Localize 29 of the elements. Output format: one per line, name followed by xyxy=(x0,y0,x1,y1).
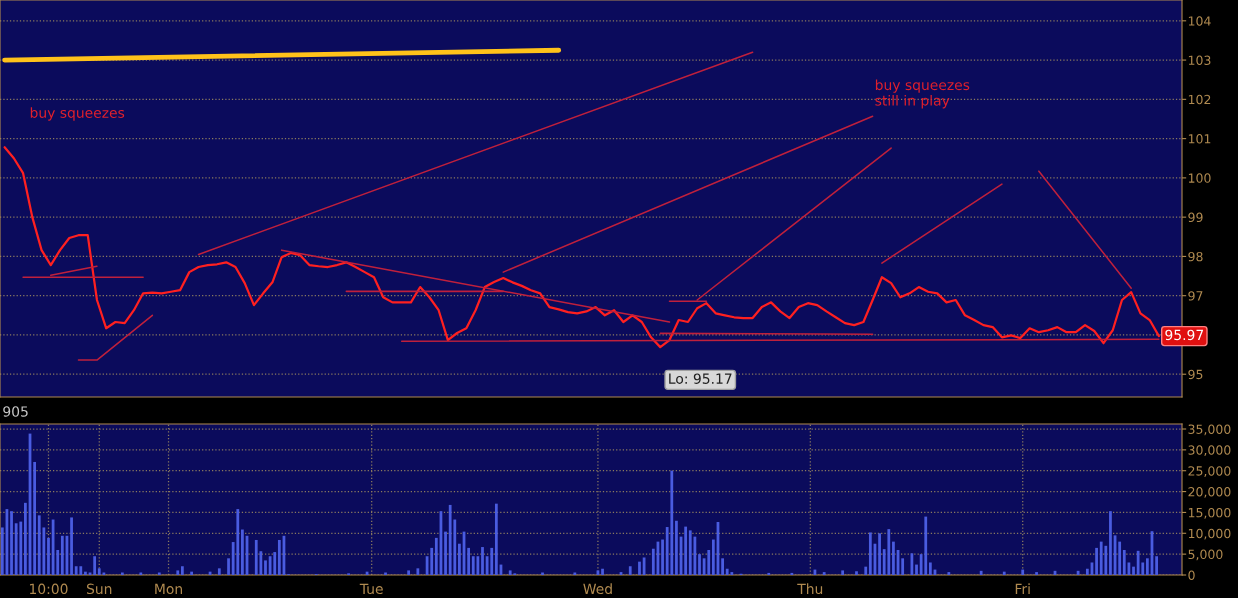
y-tick-label: 102 xyxy=(1188,94,1211,105)
x-tick-label: 10:00 xyxy=(29,583,68,595)
annotation: buy squeezes xyxy=(30,107,125,121)
annotation: Lo: 95.17 xyxy=(669,373,732,384)
y-tick-label: 100 xyxy=(1188,173,1211,183)
x-tick-label: Thu xyxy=(797,583,823,595)
x-tick-label: Mon xyxy=(155,583,182,595)
x-tick-label: Tue xyxy=(359,583,383,595)
y-tick-label: 0 xyxy=(1188,570,1195,580)
annotation: buy squeezes still in play xyxy=(875,79,970,109)
x-tick-label: Wed xyxy=(583,583,612,595)
y-tick-label: 10,000 xyxy=(1188,528,1231,540)
y-tick-label: 95 xyxy=(1188,369,1203,380)
y-tick-label: 30,000 xyxy=(1188,445,1231,457)
y-tick-label: 35,000 xyxy=(1188,424,1231,436)
y-tick-label: 103 xyxy=(1188,55,1211,66)
y-tick-label: 5,000 xyxy=(1188,549,1223,561)
y-tick-label: 97 xyxy=(1188,291,1203,301)
text: 905 xyxy=(3,406,28,417)
data-label: 95.97 xyxy=(1165,329,1204,341)
y-tick-label: 104 xyxy=(1188,16,1211,26)
y-tick-label: 15,000 xyxy=(1188,507,1231,519)
y-tick-label: 25,000 xyxy=(1188,466,1231,477)
y-tick-label: 20,000 xyxy=(1188,487,1231,498)
x-tick-label: Fri xyxy=(1015,583,1030,594)
x-tick-label: Sun xyxy=(86,583,112,595)
y-tick-label: 101 xyxy=(1188,134,1211,144)
y-tick-label: 99 xyxy=(1188,212,1203,223)
y-tick-label: 98 xyxy=(1188,251,1203,262)
